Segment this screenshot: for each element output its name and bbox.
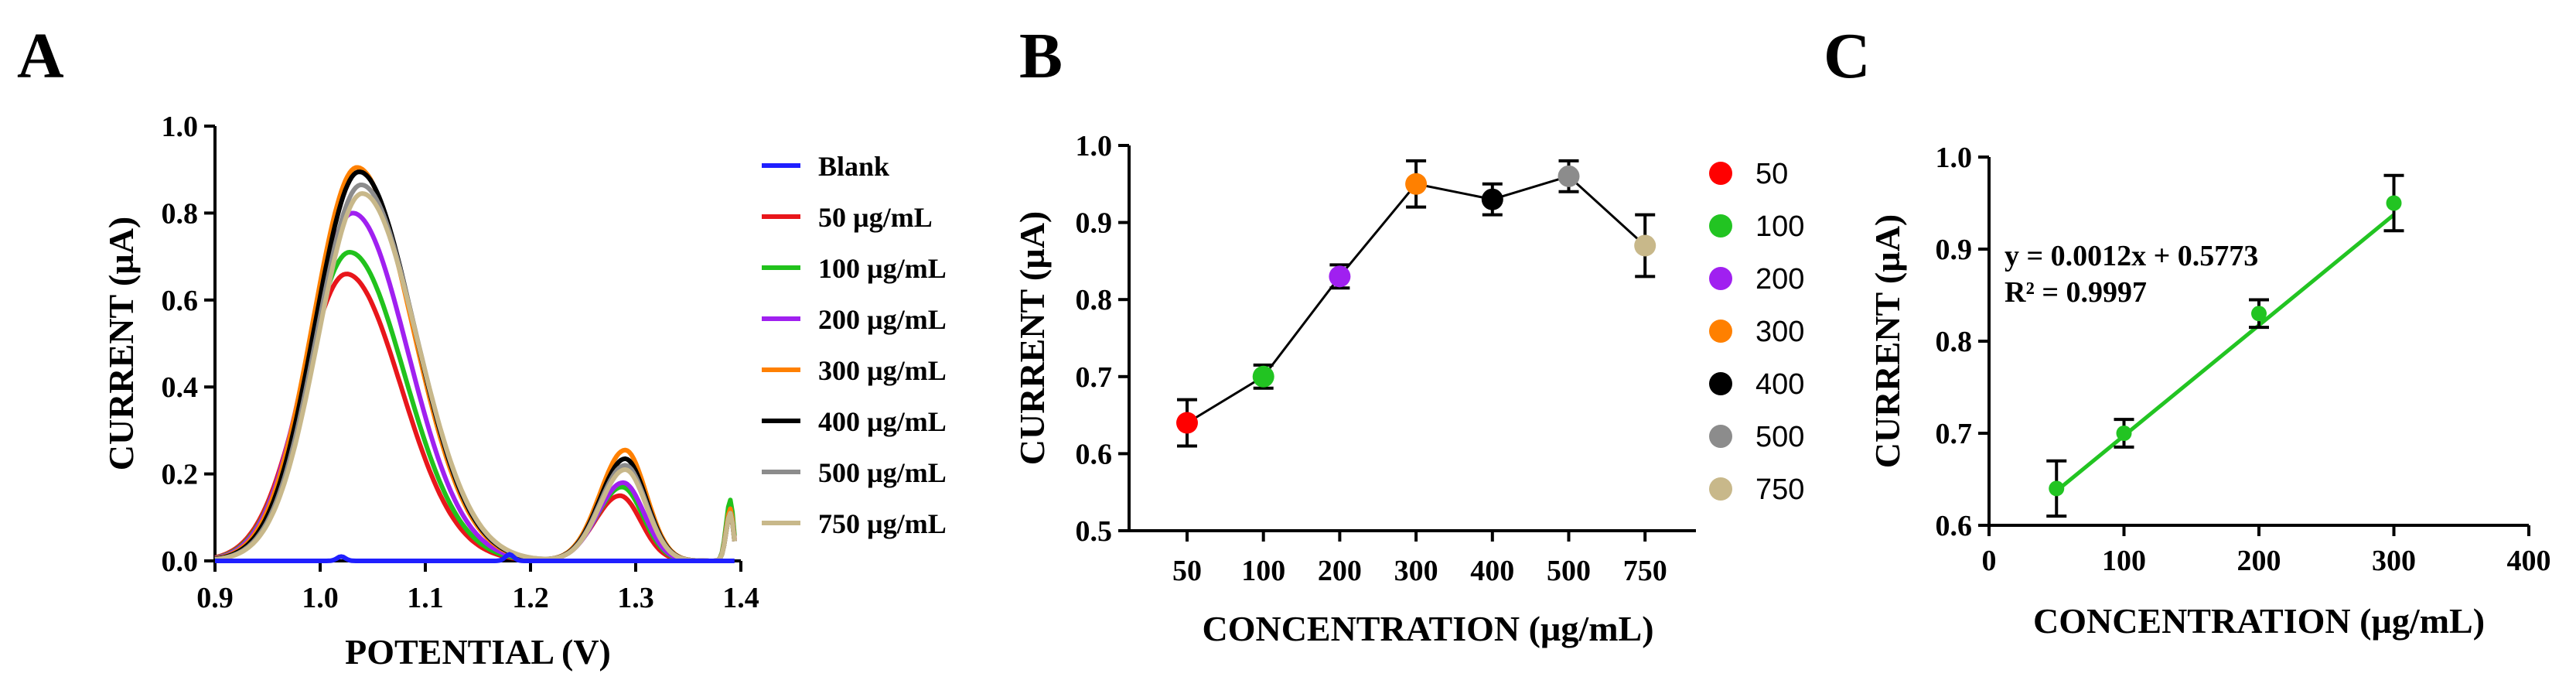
x-tick-label-c: 300 <box>2372 545 2416 577</box>
y-tick-label-a: 0.6 <box>162 285 199 317</box>
x-tick-label-b: 750 <box>1623 555 1667 587</box>
x-tick-label-b: 100 <box>1241 555 1285 587</box>
y-tick-label-c: 0.9 <box>1936 234 1973 266</box>
legend-label-b: 300 <box>1755 316 1804 348</box>
legend-label-a: 750 µg/mL <box>818 508 947 539</box>
y-tick-label-c: 0.8 <box>1936 326 1973 358</box>
legend-label-a: 500 µg/mL <box>818 457 947 488</box>
x-tick-label-b: 400 <box>1470 555 1514 587</box>
x-tick-label-c: 0 <box>1982 545 1997 577</box>
y-tick-label-b: 0.7 <box>1076 361 1113 394</box>
legend-label-a: 100 µg/mL <box>818 253 947 284</box>
y-tick-label-a: 0.8 <box>162 197 199 230</box>
y-tick-label-a: 1.0 <box>162 111 199 143</box>
legend-marker-b <box>1709 320 1732 343</box>
x-axis-label-b: CONCENTRATION (µg/mL) <box>1202 609 1653 648</box>
panel-title-b: B <box>1019 20 1063 92</box>
panel-b-chart: 0.5 0.6 0.7 0.8 0.9 1.0 50 100 200 300 400 500 750 CO… <box>1012 130 1804 648</box>
panel-title-a: A <box>17 20 64 92</box>
y-axis-label-b: CURRENT (µA) <box>1012 211 1052 466</box>
y-tick-label-c: 1.0 <box>1936 142 1973 174</box>
series-line-5 <box>214 169 737 563</box>
legend-label-a: 300 µg/mL <box>818 355 947 386</box>
legend-label-a: 50 µg/mL <box>818 202 933 233</box>
legend-label-b: 400 <box>1755 368 1804 401</box>
x-tick-label-b: 200 <box>1318 555 1362 587</box>
x-tick-label-a: 1.2 <box>512 582 549 614</box>
series-line-6 <box>214 183 737 563</box>
legend-label-a: 400 µg/mL <box>818 406 947 437</box>
series-line-7 <box>214 191 737 563</box>
data-point-b <box>1329 265 1351 288</box>
legend-label-b: 50 <box>1755 158 1788 190</box>
x-axis-label-c: CONCENTRATION (µg/mL) <box>2033 601 2485 641</box>
data-point-c <box>2251 306 2267 322</box>
y-tick-label-a: 0.0 <box>162 545 199 578</box>
legend-label-a: 200 µg/mL <box>818 304 947 335</box>
legend-marker-b <box>1709 425 1732 448</box>
y-tick-label-a: 0.2 <box>162 459 199 491</box>
legend-label-b: 500 <box>1755 421 1804 453</box>
data-point-b <box>1558 165 1580 187</box>
data-point-b <box>1481 188 1503 210</box>
y-tick-label-c: 0.7 <box>1936 418 1973 450</box>
y-tick-label-b: 0.8 <box>1076 284 1113 316</box>
series-line-4 <box>214 165 737 563</box>
fit-line-c <box>2055 213 2396 493</box>
x-tick-label-c: 400 <box>2507 545 2551 577</box>
data-point-b <box>1634 234 1656 257</box>
data-point-c <box>2049 480 2065 497</box>
x-tick-label-a: 0.9 <box>196 582 234 614</box>
panel-c-chart: 0.6 0.7 0.8 0.9 1.0 0 100 200 300 400 CONCENTRATIO… <box>1868 142 2551 641</box>
connect-line-b <box>1186 175 1646 424</box>
data-point-b <box>1405 173 1428 195</box>
x-tick-label-b: 500 <box>1547 555 1591 587</box>
legend-marker-b <box>1709 267 1732 290</box>
y-tick-label-b: 0.9 <box>1076 207 1113 240</box>
x-tick-label-a: 1.4 <box>722 582 759 614</box>
r-squared-text: R² = 0.9997 <box>2005 276 2147 309</box>
x-tick-label-a: 1.0 <box>302 582 339 614</box>
legend-label-b: 200 <box>1755 263 1804 296</box>
y-tick-label-b: 0.6 <box>1076 438 1113 470</box>
data-point-c <box>2386 195 2402 211</box>
data-point-c <box>2116 426 2132 441</box>
equation-text: y = 0.0012x + 0.5773 <box>2005 240 2258 272</box>
x-axis-label-a: POTENTIAL (V) <box>345 632 611 672</box>
x-tick-label-a: 1.1 <box>407 582 444 614</box>
legend-label-a: Blank <box>818 151 889 182</box>
legend-marker-b <box>1709 162 1732 185</box>
legend-label-b: 100 <box>1755 210 1804 243</box>
y-tick-label-b: 1.0 <box>1076 130 1113 162</box>
x-tick-label-c: 200 <box>2237 545 2281 577</box>
x-tick-label-a: 1.3 <box>617 582 654 614</box>
panel-title-c: C <box>1824 20 1871 92</box>
series-line-3 <box>214 210 737 563</box>
y-axis-label-c: CURRENT (µA) <box>1868 214 1907 469</box>
y-tick-label-a: 0.4 <box>162 371 199 404</box>
legend-label-b: 750 <box>1755 473 1804 506</box>
x-tick-label-c: 100 <box>2102 545 2146 577</box>
legend-marker-b <box>1709 214 1732 238</box>
series-line-blank <box>215 552 735 563</box>
panel-a-chart: 0.0 0.2 0.4 0.6 0.8 1.0 0.9 1.0 1.1 1.2 1.3 1.4 POTE… <box>101 111 947 672</box>
legend-marker-b <box>1709 372 1732 395</box>
y-tick-label-c: 0.6 <box>1936 510 1973 542</box>
data-point-b <box>1176 412 1198 434</box>
legend-marker-b <box>1709 477 1732 501</box>
x-tick-label-b: 300 <box>1394 555 1438 587</box>
y-axis-label-a: CURRENT (µA) <box>101 217 141 471</box>
x-tick-label-b: 50 <box>1172 555 1202 587</box>
data-point-b <box>1252 365 1274 388</box>
y-tick-label-b: 0.5 <box>1076 515 1113 548</box>
